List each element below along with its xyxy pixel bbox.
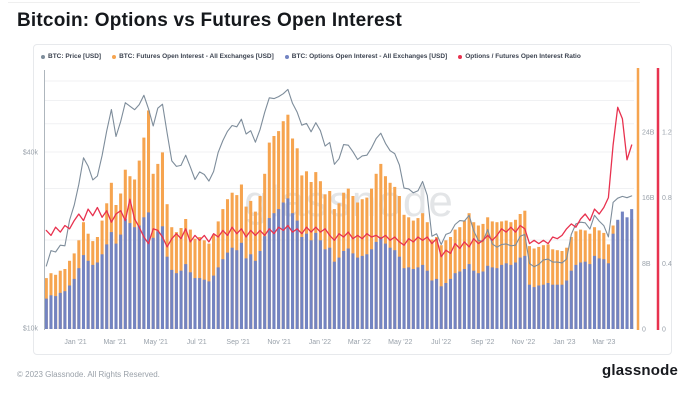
legend-label: BTC: Futures Open Interest - All Exchang… (119, 53, 274, 60)
x-axis-labels: Jan '21 Mar '21 May '21 Jul '21 Sep '21 Nov '… (64, 339, 615, 346)
legend-item-2[interactable]: BTC: Options Open Interest - All Exchang… (284, 53, 448, 60)
legend-dot-icon (41, 54, 45, 59)
legend: BTC: Price [USD] BTC: Futures Open Intere… (41, 53, 581, 60)
svg-text:Jul '21: Jul '21 (187, 339, 207, 346)
legend-item-3[interactable]: Options / Futures Open Interest Ratio (458, 53, 581, 60)
svg-text:$40k: $40k (23, 150, 39, 157)
svg-text:Jan '22: Jan '22 (309, 339, 331, 346)
svg-text:8B: 8B (642, 261, 651, 268)
legend-label: BTC: Price [USD] (48, 53, 102, 60)
svg-text:Nov '21: Nov '21 (267, 339, 291, 346)
svg-text:0.4: 0.4 (662, 261, 672, 268)
svg-text:24B: 24B (642, 129, 655, 136)
svg-text:Nov '22: Nov '22 (512, 339, 536, 346)
svg-text:Mar '21: Mar '21 (103, 339, 126, 346)
legend-item-0[interactable]: BTC: Price [USD] (41, 53, 101, 60)
svg-text:16B: 16B (642, 195, 655, 202)
legend-dot-icon (284, 54, 289, 59)
options-oi-bars (44, 198, 634, 329)
legend-item-1[interactable]: BTC: Futures Open Interest - All Exchang… (112, 53, 274, 60)
svg-text:May '21: May '21 (144, 339, 168, 346)
legend-dot-icon (458, 54, 463, 59)
legend-label: Options / Futures Open Interest Ratio (465, 53, 581, 60)
ratio-line (45, 106, 633, 258)
svg-text:May '22: May '22 (388, 339, 412, 346)
svg-text:Mar '23: Mar '23 (592, 339, 615, 346)
window-top-border (8, 2, 640, 3)
glassnode-logo: glassnode (602, 362, 678, 379)
svg-text:Mar '22: Mar '22 (348, 339, 371, 346)
svg-text:Sep '21: Sep '21 (226, 339, 250, 346)
svg-text:1.2: 1.2 (662, 129, 672, 136)
svg-text:Sep '22: Sep '22 (471, 339, 495, 346)
copyright-text: © 2023 Glassnode. All Rights Reserved. (17, 370, 160, 379)
svg-text:Jan '21: Jan '21 (64, 339, 86, 346)
svg-text:0: 0 (662, 327, 666, 334)
svg-text:0: 0 (642, 327, 646, 334)
legend-label: BTC: Options Open Interest - All Exchang… (291, 53, 448, 60)
page-title: Bitcoin: Options vs Futures Open Interes… (17, 10, 403, 31)
svg-text:$10k: $10k (23, 326, 39, 333)
svg-text:Jan '23: Jan '23 (553, 339, 575, 346)
ratio-axis-labels: 1.2 0.8 0.4 0 (662, 129, 672, 333)
svg-text:0.8: 0.8 (662, 195, 672, 202)
price-line (45, 88, 633, 268)
legend-dot-icon (112, 54, 117, 59)
oi-axis-labels: 24B 16B 8B 0 (642, 129, 655, 333)
left-axis-labels: $40k $10k (23, 150, 39, 333)
svg-text:Jul '22: Jul '22 (431, 339, 451, 346)
